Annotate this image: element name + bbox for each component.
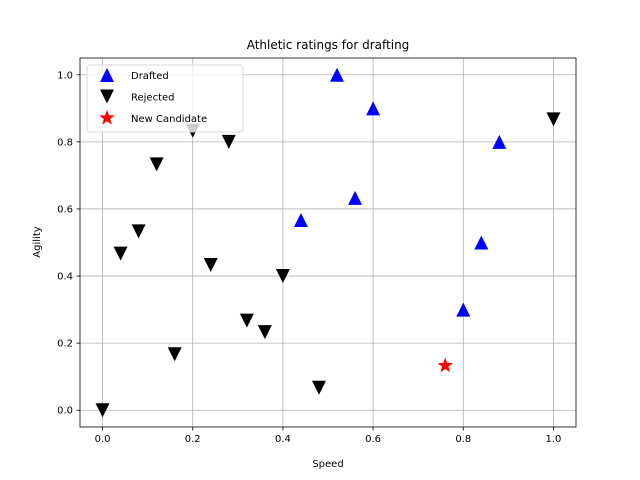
- y-tick-label: 0.8: [57, 137, 73, 148]
- y-axis-label: Agility: [32, 226, 43, 257]
- x-tick-label: 0.8: [455, 434, 471, 445]
- y-tick-label: 1.0: [57, 70, 73, 81]
- x-axis-label: Speed: [312, 459, 343, 470]
- x-tick-label: 1.0: [546, 434, 562, 445]
- point-new-candidate: [437, 357, 453, 373]
- point-rejected: [311, 380, 326, 395]
- y-tick-label: 0.0: [57, 406, 73, 417]
- point-rejected: [275, 269, 290, 284]
- data-points: [95, 67, 561, 418]
- y-ticks: 0.0 0.2 0.4 0.6 0.8 1.0: [57, 70, 80, 417]
- y-tick-label: 0.2: [57, 339, 73, 350]
- x-tick-label: 0.0: [95, 434, 111, 445]
- point-rejected: [257, 325, 272, 340]
- grid: [80, 58, 576, 427]
- point-rejected: [221, 134, 236, 149]
- point-rejected: [546, 112, 561, 127]
- point-rejected: [203, 257, 218, 272]
- chart-title: Athletic ratings for drafting: [247, 38, 410, 52]
- point-drafted: [474, 235, 489, 250]
- legend-label: Rejected: [131, 93, 175, 104]
- legend-label: New Candidate: [131, 114, 207, 125]
- legend-marker-drafted: [100, 68, 114, 82]
- point-drafted: [456, 302, 471, 317]
- legend-marker-rejected: [100, 89, 114, 104]
- x-ticks: 0.0 0.2 0.4 0.6 0.8 1.0: [95, 427, 562, 445]
- legend: Drafted Rejected New Candidate: [86, 64, 244, 133]
- point-rejected: [167, 347, 182, 362]
- point-drafted: [330, 67, 345, 82]
- point-rejected: [113, 246, 128, 261]
- point-drafted: [492, 134, 507, 149]
- point-drafted: [366, 101, 381, 116]
- point-rejected: [131, 224, 146, 239]
- y-tick-label: 0.4: [57, 272, 73, 283]
- legend-marker-new-candidate: [99, 109, 115, 125]
- x-tick-label: 0.2: [185, 434, 201, 445]
- plot-frame: [79, 57, 577, 428]
- point-rejected: [239, 313, 254, 328]
- x-tick-label: 0.4: [275, 434, 291, 445]
- point-rejected: [95, 403, 110, 418]
- x-tick-label: 0.6: [365, 434, 381, 445]
- legend-label: Drafted: [131, 71, 169, 82]
- legend-box: [86, 64, 244, 133]
- y-tick-label: 0.6: [57, 204, 73, 215]
- point-drafted: [348, 190, 363, 205]
- point-rejected: [149, 157, 164, 172]
- point-drafted: [293, 213, 308, 228]
